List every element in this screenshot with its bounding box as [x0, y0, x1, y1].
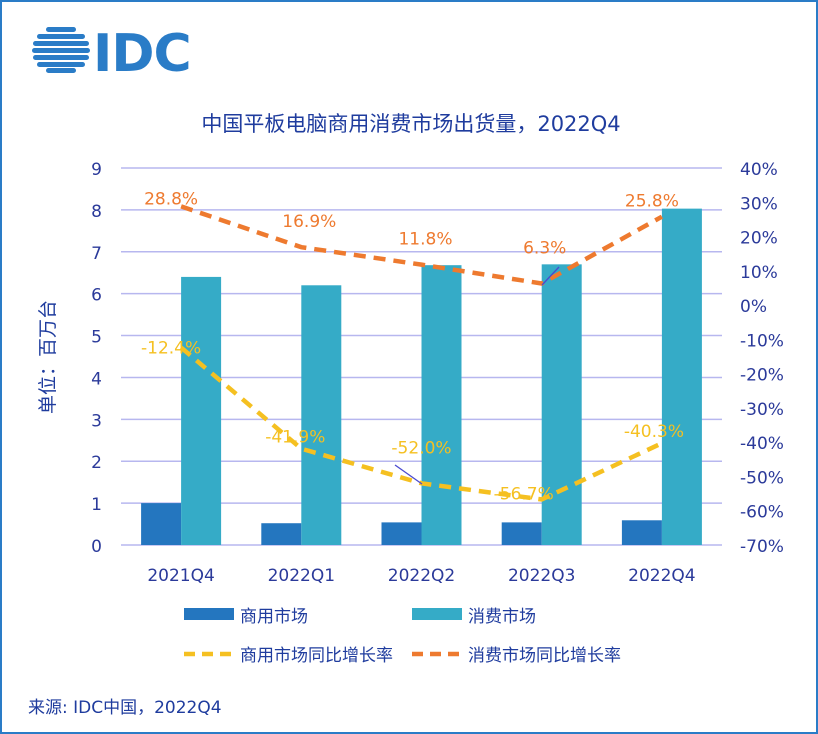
y2-tick-label: -50%: [740, 468, 784, 488]
bar-commercial: [501, 522, 542, 545]
line-consumer-growth: [180, 204, 663, 286]
x-tick-label: 2022Q3: [508, 566, 575, 586]
y2-tick-label: -30%: [740, 400, 784, 420]
bar-commercial: [261, 523, 302, 545]
y-tick-label: 0: [91, 537, 102, 557]
x-tick-label: 2022Q2: [388, 566, 455, 586]
leader-line: [394, 464, 423, 485]
x-tick-label: 2022Q1: [268, 566, 335, 586]
y-tick-label: 8: [91, 202, 102, 222]
bar-commercial: [381, 522, 422, 545]
bar-commercial: [141, 503, 182, 545]
y2-tick-label: 0%: [740, 297, 767, 317]
logo-globe-stripe: [37, 62, 85, 67]
data-label: -41.9%: [265, 428, 325, 448]
y2-tick-label: -60%: [740, 503, 784, 523]
y2-tick-label: 20%: [740, 229, 778, 249]
x-tick-label: 2021Q4: [147, 566, 214, 586]
y2-tick-label: 40%: [740, 160, 778, 180]
data-label: 6.3%: [523, 238, 566, 258]
y-tick-label: 9: [91, 160, 102, 180]
leader-line: [541, 266, 560, 286]
y-tick-label: 1: [91, 495, 102, 515]
y2-tick-label: 10%: [740, 263, 778, 283]
bar-consumer: [301, 285, 342, 545]
data-label: -12.4%: [141, 339, 201, 359]
logo-globe-stripe: [37, 34, 85, 39]
legend-label: 商用市场: [240, 607, 308, 627]
x-tick-label: 2022Q4: [628, 566, 695, 586]
legend-swatch: [412, 608, 462, 620]
data-label: -40.3%: [624, 422, 684, 442]
legend-swatch: [184, 608, 234, 620]
idc-logo: [32, 27, 90, 73]
y-tick-label: 6: [91, 286, 102, 306]
y-tick-label: 5: [91, 328, 102, 348]
legend-label: 消费市场同比增长率: [468, 646, 621, 666]
data-label: 25.8%: [625, 192, 679, 212]
bar-consumer: [181, 276, 222, 545]
logo-globe-stripe: [32, 48, 90, 53]
bar-commercial: [621, 520, 662, 545]
y-tick-label: 3: [91, 411, 102, 431]
logo-globe-stripe: [33, 41, 89, 46]
y-tick-label: 4: [91, 369, 102, 389]
data-label: -52.0%: [391, 438, 451, 458]
y2-tick-label: 30%: [740, 194, 778, 214]
y2-tick-label: -40%: [740, 434, 784, 454]
logo-globe-stripe: [33, 55, 89, 60]
logo-globe-stripe: [46, 68, 76, 73]
y2-tick-label: -10%: [740, 331, 784, 351]
source-note: 来源: IDC中国，2022Q4: [28, 698, 222, 718]
chart-title: 中国平板电脑商用消费市场出货量，2022Q4: [201, 112, 620, 136]
data-label: 28.8%: [144, 189, 198, 209]
y2-tick-label: -70%: [740, 537, 784, 557]
data-label: -56.7%: [494, 484, 554, 504]
y-tick-label: 2: [91, 453, 102, 473]
y2-tick-label: -20%: [740, 366, 784, 386]
legend-label: 商用市场同比增长率: [240, 646, 393, 666]
data-label: 11.8%: [398, 230, 452, 250]
legend-label: 消费市场: [468, 607, 536, 627]
logo-globe-stripe: [46, 27, 76, 32]
y-tick-label: 7: [91, 244, 102, 264]
y-axis-label: 单位：百万台: [37, 300, 59, 414]
logo-text: IDC: [93, 24, 191, 84]
bar-consumer: [661, 208, 702, 546]
data-label: 16.9%: [282, 212, 336, 232]
bar-consumer: [421, 265, 462, 545]
